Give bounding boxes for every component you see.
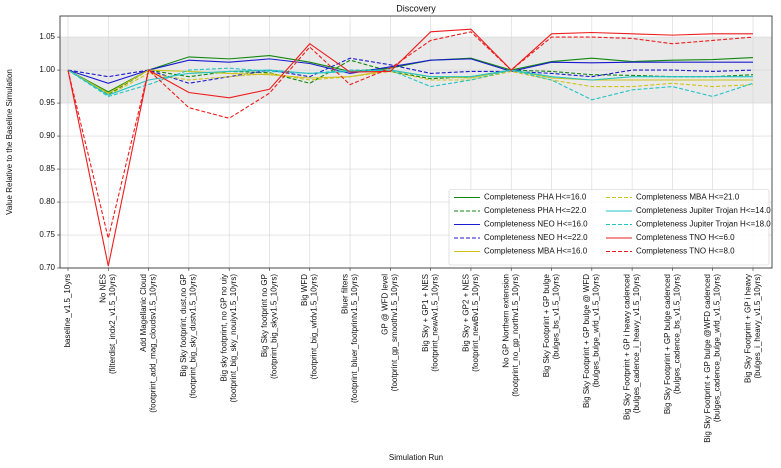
x-tick-label: Big Sky Footprint + GP bulge	[542, 273, 551, 377]
x-tick-label: (footprint_gp_smoothv1.5_10yrs)	[390, 274, 399, 392]
x-tick-label: Big Sky footprint, dust,no GP	[179, 274, 188, 377]
y-tick-label: 0.85	[39, 164, 55, 173]
plot-frame	[59, 15, 773, 269]
series-line	[67, 69, 754, 96]
x-tick-label: (bulges_cadence_i_heavy_v1.5_10yrs)	[632, 274, 641, 414]
x-tick-label: (footprint_big_sky_nouiyv1.5_10yrs)	[229, 274, 238, 403]
y-tick-label: 0.70	[39, 263, 55, 272]
x-tick-label: Bluer filters	[340, 274, 349, 314]
y-tick-label: 1.05	[39, 32, 55, 41]
x-tick-label: Big Sky Footprint + GP bulge cadenced	[663, 274, 672, 414]
x-tick-label: Big Sky + GP1 + NES	[421, 274, 430, 352]
y-tick-label: 0.75	[39, 230, 55, 239]
x-tick-label: (footprint_big_wfdv1.5_10yrs)	[310, 274, 319, 380]
chart-title: Discovery	[396, 3, 436, 13]
x-tick-label: (footprint_newAv1.5_10yrs)	[431, 274, 440, 372]
x-axis-label: Simulation Run	[389, 453, 443, 462]
legend-label: Completeness NEO H<=22.0	[484, 233, 588, 242]
x-tick-label: (footprint_no_gp_northv1.5_10yrs)	[511, 274, 520, 397]
y-axis-label: Value Relative to the Baseline Simulatio…	[5, 69, 14, 215]
legend-label: Completeness MBA H<=16.0	[484, 247, 588, 256]
y-tick-label: 0.90	[39, 131, 55, 140]
x-tick-label: Big Sky Footprint + GP bulge @WFD cadenc…	[703, 274, 712, 443]
legend-label: Completeness MBA H<=21.0	[636, 193, 740, 202]
legend-label: Completeness PHA H<=22.0	[484, 206, 587, 215]
x-tick-label: No GP Northern extension	[502, 274, 511, 368]
x-tick-label: (footprint_big_skyv1.5_10yrs)	[269, 274, 278, 379]
x-tick-label: Big Sky + GP2 + NES	[461, 274, 470, 352]
series-line	[67, 55, 754, 93]
x-tick-label: No NES	[99, 274, 108, 303]
x-tick-label: (footprint_bluer_footprintv1.5_10yrs)	[350, 274, 359, 403]
x-tick-label: (bulges_bs_v1.5_10yrs)	[551, 274, 560, 360]
legend-label: Completeness Jupiter Trojan H<=18.0	[636, 220, 771, 229]
x-tick-label: (bulges_cadence_bs_v1.5_10yrs)	[672, 274, 681, 394]
x-tick-label: baseline_v1.5_10yrs	[63, 274, 72, 347]
x-tick-label: Big Sky Footprint + GP i heavy cadenced	[622, 274, 631, 420]
legend-label: Completeness Jupiter Trojan H<=14.0	[636, 206, 771, 215]
x-tick-label: (bulges_i_heavy_v1.5_10yrs)	[753, 274, 762, 379]
series-line	[67, 67, 754, 101]
x-tick-label: Add Magellanic Cloud	[139, 274, 148, 352]
x-tick-label: GP @ WFD level	[381, 274, 390, 335]
x-tick-label: (filterdist_indx2_v1.5_10yrs)	[108, 274, 117, 374]
legend-label: Completeness NEO H<=16.0	[484, 220, 588, 229]
series-line	[67, 69, 753, 96]
x-tick-label: Big Sky Footprint + GP bulge @ WFD	[582, 274, 591, 408]
legend-label: Completeness PHA H<=16.0	[484, 193, 587, 202]
x-tick-label: (footprint_big_sky_dustv1.5_10yrs)	[189, 274, 198, 399]
series-line	[67, 59, 754, 96]
series-line	[67, 58, 753, 84]
y-tick-label: 1.00	[39, 65, 55, 74]
series-line	[67, 57, 754, 84]
x-tick-label: Big WFD	[300, 274, 309, 306]
legend-label: Completeness TNO H<=6.0	[636, 233, 735, 242]
legend-box	[448, 189, 770, 266]
x-tick-label: (footprint_add_mag_cloudsv1.5_10yrs)	[148, 274, 157, 413]
x-tick-label: (bulges_bulge_wfd_v1.5_10yrs)	[592, 274, 601, 388]
x-tick-label: (bulges_cadence_bulge_wfd_v1.5_10yrs)	[713, 274, 722, 422]
x-tick-label: (footprint_newBv1.5_10yrs)	[471, 274, 480, 372]
x-tick-label: Big Sky footprint no GP	[260, 274, 269, 357]
series-line	[67, 31, 754, 239]
y-tick-label: 0.80	[39, 197, 55, 206]
x-tick-label: Big sky footprint, no GP no uiy	[220, 274, 229, 381]
series-line	[67, 28, 753, 267]
legend-label: Completeness TNO H<=8.0	[636, 247, 735, 256]
x-tick-label: Big Sky Footprint + GP i heavy	[743, 274, 752, 383]
y-tick-label: 0.95	[39, 98, 55, 107]
